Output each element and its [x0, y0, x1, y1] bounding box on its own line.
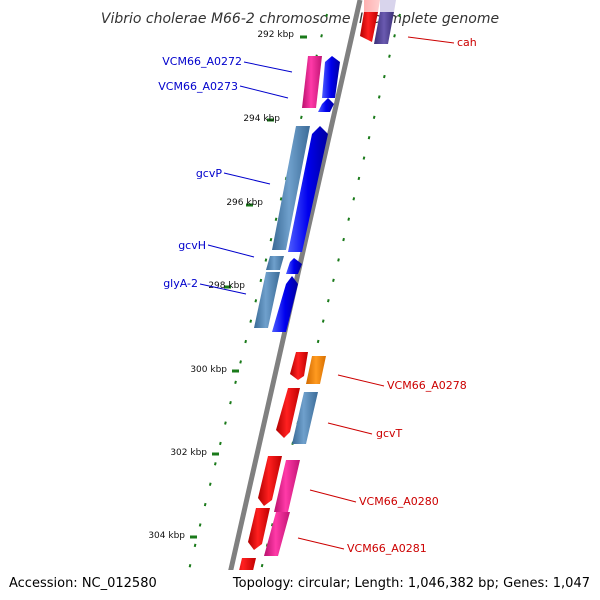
gene-cah[interactable] [360, 0, 396, 44]
topology-text: Topology: circular; Length: 1,046,382 bp… [232, 576, 590, 591]
gene-label-vcm66-a0278[interactable]: VCM66_A0278 [387, 379, 467, 392]
gene-vcm66-a0281[interactable] [248, 508, 290, 556]
footer-background [0, 570, 600, 600]
tick-label-300: 300 kbp [190, 365, 227, 375]
gene-label-gcvT[interactable]: gcvT [376, 427, 403, 440]
gene-label-vcm66-a0273[interactable]: VCM66_A0273 [158, 80, 238, 93]
gene-label-glyA-2[interactable]: glyA-2 [163, 277, 198, 290]
gene-label-vcm66-a0272[interactable]: VCM66_A0272 [162, 55, 242, 68]
left-tick-track [183, 13, 328, 591]
tick-label-296: 296 kbp [226, 198, 263, 208]
forward-leader-lines [199, 61, 293, 295]
gene-gcvP[interactable] [272, 126, 328, 252]
accession-text: Accession: NC_012580 [9, 576, 157, 591]
gene-vcm66-a0273[interactable] [318, 56, 340, 112]
map-title: Vibrio cholerae M66-2 chromosome II, com… [101, 11, 499, 27]
reverse-leader-lines [297, 36, 455, 550]
gene-glyA-2[interactable] [254, 272, 298, 332]
major-ticks [190, 35, 307, 539]
gene-label-gcvH[interactable]: gcvH [178, 239, 206, 252]
tick-label-292: 292 kbp [257, 30, 294, 40]
gene-label-gcvP[interactable]: gcvP [196, 167, 223, 180]
tick-label-298: 298 kbp [208, 281, 245, 291]
gene-vcm66-a0280[interactable] [258, 456, 300, 512]
gene-vcm66-a0272[interactable] [302, 56, 322, 108]
gene-label-vcm66-a0280[interactable]: VCM66_A0280 [359, 495, 439, 508]
right-tick-track [255, 13, 401, 591]
tick-label-302: 302 kbp [170, 448, 207, 458]
tick-label-304: 304 kbp [148, 531, 185, 541]
tick-label-294: 294 kbp [243, 114, 280, 124]
gene-gcvH[interactable] [266, 256, 302, 274]
gene-label-cah[interactable]: cah [457, 36, 477, 49]
gene-gcvT[interactable] [276, 388, 318, 444]
gene-vcm66-a0278[interactable] [290, 352, 326, 384]
gene-label-vcm66-a0281[interactable]: VCM66_A0281 [347, 542, 427, 555]
